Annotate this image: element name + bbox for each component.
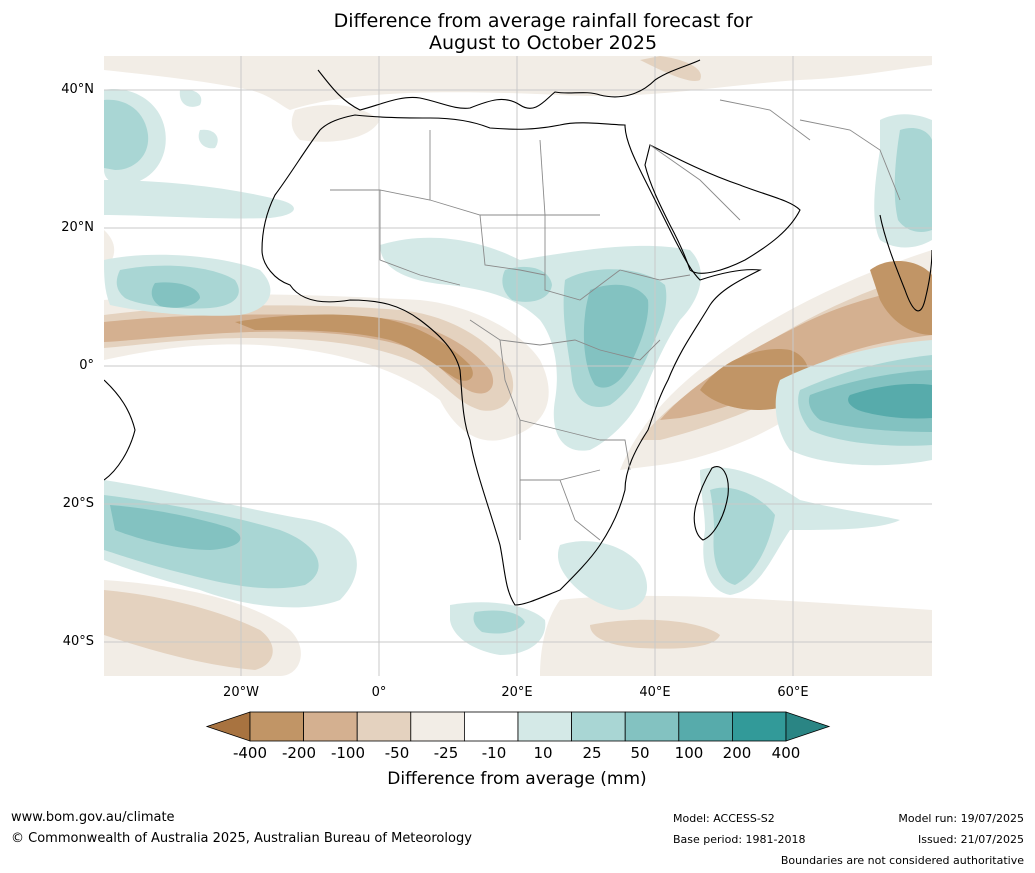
colorbar-swatch [571,711,626,742]
colorbar-tick: 25 [582,744,602,762]
title-line-1: Difference from average rainfall forecas… [333,10,753,32]
colorbar-arrow-min [205,711,251,742]
lat-label-40n: 40°N [61,82,94,97]
country-borders [330,99,901,541]
colorbar-tick: -25 [433,744,459,762]
lat-label-40s: 40°S [62,634,94,649]
colorbar-swatch [463,711,519,742]
model-name: Model: ACCESS-S2 [673,812,775,825]
drier-regions [104,56,932,676]
colorbar-swatch [410,711,465,742]
base-period: Base period: 1981-2018 [673,833,806,846]
model-run-date: Model run: 19/07/2025 [898,812,1024,825]
colorbar-swatch [624,711,680,742]
graticule [104,56,932,676]
issued-date: Issued: 21/07/2025 [917,833,1024,846]
colorbar-tick: 200 [722,744,752,762]
colorbar-tick: 10 [533,744,553,762]
lon-label-20w: 20°W [223,685,259,700]
rainfall-anomaly-fields [104,56,932,676]
website-link[interactable]: www.bom.gov.au/climate [11,810,175,825]
colorbar-swatch [732,711,787,742]
colorbar-tick: 100 [674,744,704,762]
map-title: Difference from average rainfall forecas… [200,10,886,54]
colorbar [205,711,831,742]
boundaries-disclaimer: Boundaries are not considered authoritat… [780,854,1024,867]
lat-label-equator: 0° [79,358,94,373]
colorbar-swatch [356,711,412,742]
colorbar-tick: -400 [232,744,268,762]
title-line-2: August to October 2025 [428,32,658,54]
colorbar-tick: 400 [771,744,801,762]
colorbar-tick: -10 [481,744,507,762]
colorbar-tick: 50 [630,744,650,762]
lat-label-20n: 20°N [61,220,94,235]
colorbar-arrow-max [785,711,831,742]
lon-label-60e: 60°E [777,685,809,700]
colorbar-swatch [678,711,733,742]
colorbar-tick: -100 [330,744,366,762]
colorbar-swatch [303,711,358,742]
lon-label-40e: 40°E [639,685,671,700]
colorbar-swatch [517,711,572,742]
colorbar-swatch [249,711,304,742]
wetter-regions [104,89,932,655]
colorbar-title: Difference from average (mm) [387,769,647,789]
lon-label-0: 0° [371,685,387,700]
colorbar-tick: -200 [281,744,317,762]
colorbar-tick: -50 [384,744,410,762]
lon-label-20e: 20°E [501,685,533,700]
lat-label-20s: 20°S [62,496,94,511]
copyright-text: © Commonwealth of Australia 2025, Austra… [11,831,472,846]
